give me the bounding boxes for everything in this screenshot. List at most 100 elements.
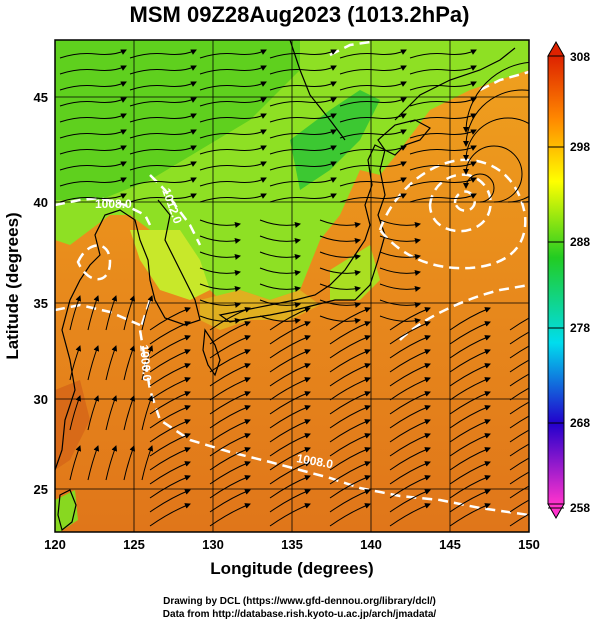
- coast-kuril: [394, 47, 516, 121]
- streamline: [199, 145, 267, 155]
- streamline: [329, 433, 371, 457]
- y-tick-label: 35: [34, 296, 48, 311]
- colorbar-tick-label: 278: [570, 321, 590, 335]
- streamline: [319, 235, 361, 244]
- streamline: [329, 349, 371, 373]
- streamline: [463, 61, 529, 133]
- streamline: [509, 485, 529, 499]
- streamline: [199, 267, 241, 276]
- streamline: [449, 363, 491, 387]
- streamline: [269, 461, 311, 485]
- streamline: [449, 335, 491, 359]
- streamline: [509, 499, 529, 513]
- streamline: [269, 377, 311, 401]
- streamline: [379, 235, 421, 244]
- streamline: [59, 177, 127, 187]
- streamline: [269, 177, 337, 187]
- streamline: [319, 219, 361, 228]
- streamline: [129, 193, 197, 203]
- streamline: [329, 447, 371, 471]
- streamline: [259, 235, 301, 244]
- streamline: [269, 335, 311, 359]
- coast-kyushu: [202, 328, 221, 377]
- y-tick-label: 40: [34, 195, 48, 210]
- chart-title: MSM 09Z28Aug2023 (1013.2hPa): [129, 2, 470, 27]
- land-region-korea: [130, 230, 210, 300]
- streamline: [269, 433, 311, 457]
- streamline: [379, 219, 421, 228]
- streamline: [199, 219, 241, 228]
- streamline: [339, 81, 407, 91]
- colorbar-bottom-triangle: [547, 503, 565, 520]
- streamline: [449, 489, 491, 513]
- streamline: [449, 433, 491, 457]
- streamline: [141, 395, 154, 431]
- streamline: [59, 193, 127, 203]
- colorbar: 258 268 278 288 298 308: [547, 40, 590, 520]
- streamline: [509, 471, 529, 485]
- streamline: [259, 267, 301, 276]
- x-tick-label: 150: [518, 537, 540, 552]
- x-tick-label: 140: [360, 537, 382, 552]
- streamline: [269, 193, 337, 203]
- streamline: [269, 81, 337, 91]
- streamline: [209, 489, 251, 513]
- streamline: [509, 373, 529, 387]
- streamline: [199, 235, 241, 244]
- streamline: [199, 251, 241, 260]
- streamline: [329, 419, 371, 443]
- streamline: [123, 395, 136, 431]
- streamline: [199, 299, 241, 308]
- streamline: [129, 129, 197, 139]
- isobar-northeast: [479, 70, 529, 92]
- streamline: [269, 49, 337, 59]
- streamline: [269, 419, 311, 443]
- y-tick-label: 30: [34, 392, 48, 407]
- streamline: [259, 315, 301, 324]
- streamline: [379, 251, 421, 260]
- streamline: [509, 513, 529, 527]
- streamline: [329, 461, 371, 485]
- streamline: [329, 391, 371, 415]
- colorbar-tick-label: 268: [570, 416, 590, 430]
- streamline: [149, 307, 191, 331]
- streamline: [87, 345, 100, 381]
- x-tick-label: 120: [44, 537, 66, 552]
- streamline: [449, 419, 491, 443]
- streamline: [319, 299, 361, 308]
- streamline: [209, 391, 251, 415]
- colorbar-body: [547, 55, 565, 505]
- streamline: [389, 349, 431, 373]
- y-tick-label: 45: [34, 90, 48, 105]
- streamline: [389, 419, 431, 443]
- streamline: [329, 475, 371, 499]
- streamline: [389, 335, 431, 359]
- coast-taiwan: [57, 489, 77, 532]
- streamline: [59, 129, 127, 139]
- streamline: [199, 81, 267, 91]
- streamline: [69, 295, 82, 331]
- streamline: [141, 345, 154, 381]
- colorbar-tick-label: 288: [570, 235, 590, 249]
- land-region-honshu: [200, 290, 320, 330]
- streamline: [379, 299, 421, 308]
- streamline: [199, 193, 267, 203]
- streamline: [449, 349, 491, 373]
- streamline: [209, 447, 251, 471]
- colorbar-tick-label: 308: [570, 50, 590, 64]
- streamline: [105, 395, 118, 431]
- streamline: [409, 113, 477, 123]
- streamline: [209, 307, 251, 331]
- streamline: [269, 363, 311, 387]
- streamline: [379, 283, 421, 292]
- streamline: [509, 429, 529, 443]
- streamline: [199, 177, 267, 187]
- x-axis: 120 125 130 135 140 145 150 Longitude (d…: [44, 537, 540, 578]
- contour-label: 1008.0: [295, 451, 334, 471]
- streamline: [449, 321, 491, 345]
- streamline: [209, 475, 251, 499]
- streamline: [319, 283, 361, 292]
- streamline: [449, 405, 491, 429]
- streamline: [129, 113, 197, 123]
- streamline: [199, 315, 241, 324]
